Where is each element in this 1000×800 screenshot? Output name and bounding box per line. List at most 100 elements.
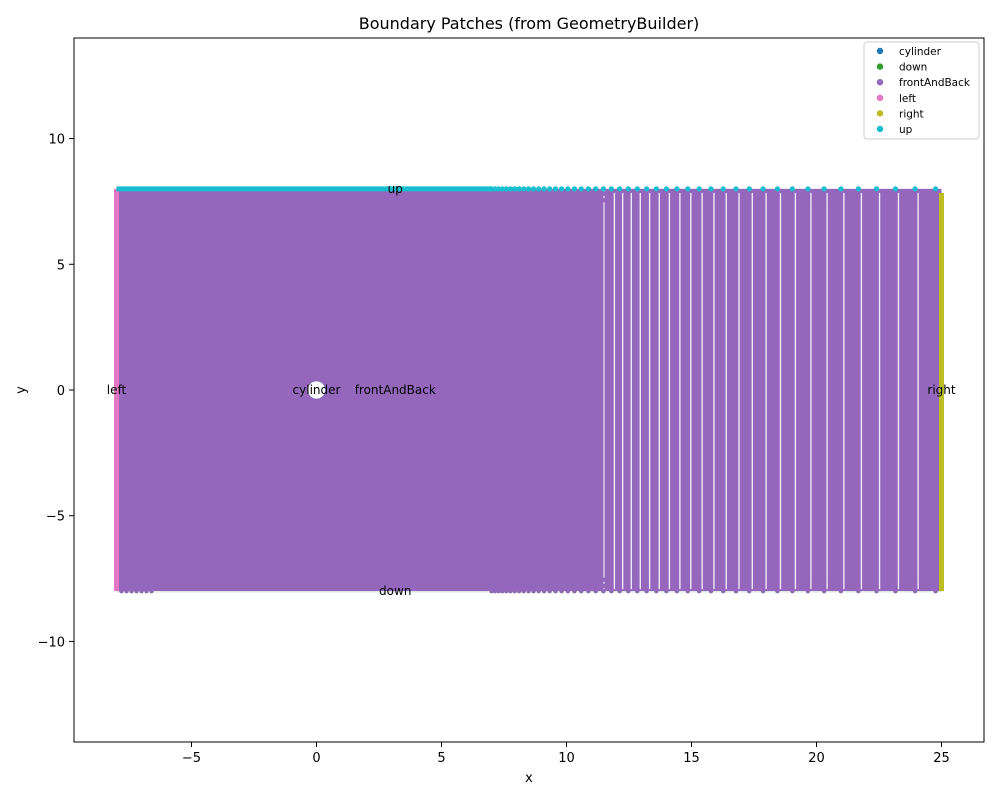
frontAndBack-point <box>500 577 505 583</box>
frontAndBack-point <box>856 577 861 583</box>
frontAndBack-point <box>821 583 827 589</box>
frontAndBack-point <box>512 583 517 589</box>
frontAndBack-point <box>626 197 631 203</box>
frontAndBack-point <box>708 583 714 589</box>
frontAndBack-point <box>512 191 517 197</box>
frontAndBack-point <box>492 197 498 203</box>
frontAndBack-point <box>856 583 861 589</box>
frontAndBack-point <box>139 583 144 589</box>
up-point <box>547 186 553 192</box>
frontAndBack-point <box>565 191 571 197</box>
up-point <box>789 186 795 192</box>
frontAndBack-point <box>547 191 552 197</box>
frontAndBack-point <box>565 577 571 583</box>
frontAndBack-point <box>775 191 780 197</box>
frontAndBack-point <box>536 191 541 197</box>
frontAndBack-point <box>572 583 577 589</box>
frontAndBack-point <box>933 577 938 583</box>
frontAndBack-point <box>664 583 669 589</box>
x-tick-label: 25 <box>933 751 950 766</box>
frontAndBack-point <box>644 588 649 594</box>
up-point <box>593 186 599 192</box>
frontAndBack-point <box>593 577 598 583</box>
frontAndBack-point <box>654 577 659 583</box>
annotation-layer: up down left right cylinder frontAndBack <box>107 182 956 598</box>
x-tick-label: 0 <box>312 751 320 766</box>
up-point <box>821 186 827 192</box>
frontAndBack-point <box>856 197 861 203</box>
legend-marker-right <box>876 110 884 117</box>
frontAndBack-point <box>516 583 522 589</box>
frontAndBack-point <box>617 577 622 583</box>
frontAndBack-point <box>805 583 811 589</box>
frontAndBack-point <box>489 191 494 197</box>
frontAndBack-point <box>775 588 780 594</box>
frontAndBack-point <box>838 588 844 594</box>
frontAndBack-point <box>508 191 513 197</box>
x-axis: −5 0 5 10 15 20 25 <box>182 742 950 766</box>
frontAndBack-point <box>536 577 541 583</box>
frontAndBack-point <box>565 583 571 589</box>
frontAndBack-point <box>119 588 124 594</box>
frontAndBack-point <box>664 197 669 203</box>
frontAndBack-point <box>586 583 591 589</box>
frontAndBack-point <box>790 197 795 203</box>
frontAndBack-point <box>601 588 606 594</box>
frontAndBack-point <box>617 588 622 594</box>
frontAndBack-point <box>733 583 739 589</box>
up-point <box>774 186 781 192</box>
frontAndBack-point <box>626 191 631 197</box>
frontAndBack-point <box>521 191 526 197</box>
frontAndBack-point <box>721 588 726 594</box>
frontAndBack-point <box>609 577 614 583</box>
frontAndBack-point <box>119 197 124 203</box>
frontAndBack-point <box>874 577 879 583</box>
frontAndBack-point <box>696 191 702 197</box>
legend[interactable]: cylinder down frontAndBack left right up <box>863 41 980 140</box>
frontAndBack-point <box>696 197 702 203</box>
frontAndBack-point <box>536 588 541 594</box>
frontAndBack-point <box>733 197 739 203</box>
frontAndBack-point <box>508 197 513 203</box>
frontAndBack-point <box>601 577 606 583</box>
frontAndBack-point <box>119 577 124 583</box>
frontAndBack-point <box>821 588 827 594</box>
up-point <box>634 186 640 192</box>
frontAndBack-point <box>500 191 505 197</box>
frontAndBack-point <box>617 583 622 589</box>
frontAndBack-point <box>805 577 811 583</box>
frontAndBack-point <box>664 588 669 594</box>
frontAndBack-point <box>586 197 591 203</box>
frontAndBack-point <box>654 588 659 594</box>
frontAndBack-point <box>696 588 702 594</box>
frontAndBack-point <box>685 197 690 203</box>
up-point <box>552 186 559 192</box>
frontAndBack-point <box>559 583 564 589</box>
legend-label-left: left <box>899 93 916 105</box>
up-point <box>838 186 844 192</box>
frontAndBack-point <box>805 588 811 594</box>
frontAndBack-point <box>635 577 640 583</box>
frontAndBack-point <box>496 197 501 203</box>
frontAndBack-point <box>893 577 898 583</box>
frontAndBack-point <box>572 577 577 583</box>
frontAndBack-point <box>838 577 844 583</box>
up-point <box>912 186 918 192</box>
frontAndBack-point <box>838 197 844 203</box>
up-point <box>530 186 537 192</box>
frontAndBack-point <box>654 583 659 589</box>
frontAndBack-point <box>790 588 795 594</box>
frontAndBack-point <box>626 583 631 589</box>
frontAndBack-point <box>134 191 139 197</box>
data-layer <box>114 186 944 594</box>
frontAndBack-point <box>531 588 536 594</box>
frontAndBack-point <box>149 583 154 589</box>
frontAndBack-point <box>874 588 879 594</box>
frontAndBack-point <box>144 577 149 583</box>
frontAndBack-point <box>912 197 918 203</box>
frontAndBack-point <box>572 588 577 594</box>
up-point <box>892 186 899 192</box>
frontAndBack-point <box>134 577 139 583</box>
frontAndBack-point <box>144 191 149 197</box>
frontAndBack-point <box>139 197 144 203</box>
